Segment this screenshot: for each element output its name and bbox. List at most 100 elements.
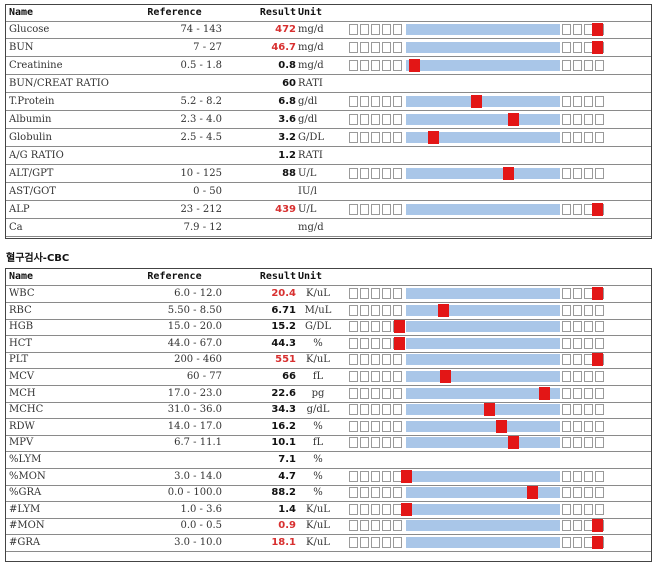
result-marker (538, 386, 550, 400)
range-box (393, 60, 402, 71)
cbc-section-title: 혈구검사-CBC (6, 253, 70, 264)
range-box (562, 520, 571, 532)
range-box (382, 487, 391, 499)
table-row: RDW 14.0 - 17.0 16.2% (6, 419, 651, 436)
unit-label: K/uL (306, 354, 330, 366)
result-value: 22.6 (271, 387, 296, 399)
range-box (382, 60, 391, 71)
table-row: #MON 0.0 - 0.5 0.9 K/uL (6, 518, 651, 536)
header-reference: Reference (147, 271, 202, 282)
table-row: PLT 200 - 460 551 K/uL (6, 352, 651, 370)
unit-label: mg/d (298, 24, 324, 35)
unit-label: G/DL (304, 321, 331, 333)
reference-range: 14.0 - 17.0 (167, 420, 222, 432)
result-marker (507, 113, 519, 126)
range-box (584, 96, 593, 107)
test-name: RDW (9, 420, 35, 432)
range-box (562, 537, 571, 548)
range-box (562, 470, 571, 482)
range-box (371, 387, 380, 399)
chemistry-results-table: Name Reference Result Unit Glucose 74 - 1… (5, 4, 652, 239)
range-box (360, 304, 369, 316)
result-value: 15.2 (271, 321, 296, 333)
normal-range-fill (406, 520, 560, 532)
unit-label: U/L (298, 168, 317, 179)
range-box (573, 404, 582, 416)
range-box (562, 42, 571, 53)
range-box (371, 470, 380, 482)
range-box (371, 114, 380, 125)
header-unit: Unit (298, 7, 323, 18)
reference-range: 5.2 - 8.2 (180, 96, 222, 107)
result-marker (502, 167, 514, 180)
table-row: Glucose 74 - 143 472 mg/d (6, 22, 651, 39)
range-box (562, 204, 571, 215)
range-box (360, 387, 369, 399)
result-marker (394, 336, 405, 350)
range-box (562, 337, 571, 349)
range-box (349, 337, 358, 349)
table-row: BUN 7 - 27 46.7 mg/d (6, 40, 651, 57)
reference-range: 23 - 212 (180, 204, 222, 215)
range-box (584, 470, 593, 482)
reference-range-bar (349, 386, 604, 400)
result-value: 1.4 (278, 503, 296, 515)
header-result: Result (259, 7, 296, 18)
range-box (595, 321, 604, 333)
range-box (393, 537, 402, 548)
range-box (371, 132, 380, 143)
range-box (595, 404, 604, 416)
reference-range-bar (349, 353, 604, 367)
range-box (393, 42, 402, 53)
range-box (360, 132, 369, 143)
reference-range: 5.50 - 8.50 (167, 304, 222, 316)
header-name: Name (9, 271, 34, 282)
result-value: 66 (282, 371, 296, 382)
reference-range: 0.0 - 100.0 (167, 487, 222, 499)
range-box (562, 24, 571, 35)
normal-range-fill (406, 387, 560, 399)
range-box (349, 304, 358, 316)
unit-label: IU/l (298, 186, 317, 197)
range-box (382, 96, 391, 107)
range-box (360, 114, 369, 125)
result-marker (428, 131, 439, 144)
range-box (595, 371, 604, 382)
test-name: ALP (9, 204, 30, 215)
test-name: WBC (9, 288, 35, 299)
test-name: %LYM (9, 454, 42, 465)
range-box (360, 537, 369, 548)
reference-range: 2.3 - 4.0 (180, 114, 222, 125)
range-box (562, 387, 571, 399)
test-name: MCV (9, 371, 35, 382)
range-box (360, 321, 369, 333)
range-box (382, 437, 391, 449)
range-box (393, 132, 402, 143)
range-box (595, 487, 604, 499)
range-box (360, 470, 369, 482)
normal-range-fill (406, 487, 560, 499)
chemistry-header-row: Name Reference Result Unit (6, 5, 651, 22)
result-value: 34.3 (271, 404, 296, 416)
range-box (584, 420, 593, 432)
cbc-header-row: Name Reference Result Unit (6, 269, 651, 286)
reference-range-bar (349, 95, 604, 108)
reference-range-bar (349, 370, 604, 383)
normal-range-fill (406, 537, 560, 548)
table-row: BUN/CREAT RATIO 60 RATI (6, 76, 651, 93)
result-marker (400, 469, 412, 483)
result-value: 18.1 (271, 537, 296, 548)
result-value: 3.6 (278, 114, 296, 125)
result-value: 6.8 (278, 96, 296, 107)
range-box (371, 288, 380, 299)
range-box (382, 354, 391, 366)
range-box (573, 387, 582, 399)
range-box (562, 354, 571, 366)
normal-range-fill (406, 114, 560, 125)
unit-label: pg (311, 387, 325, 399)
result-marker (484, 403, 496, 417)
reference-range: 6.0 - 12.0 (174, 288, 222, 299)
result-value: 3.2 (278, 132, 296, 143)
result-value: 88 (282, 168, 296, 179)
reference-range: 1.0 - 3.6 (180, 503, 222, 515)
